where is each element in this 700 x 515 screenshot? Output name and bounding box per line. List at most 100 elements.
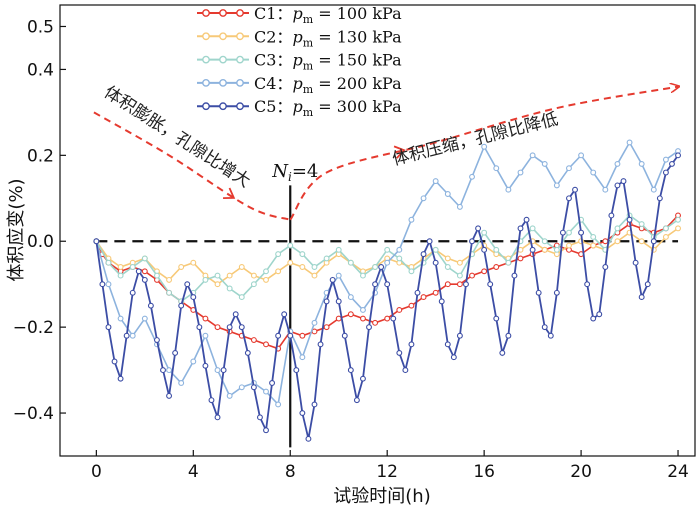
legend-marker [219,32,227,41]
y-axis-title: 体积应变(%) [6,178,27,281]
data-point [444,191,451,197]
data-point [360,272,366,279]
y-tick-label: −0.4 [13,404,54,424]
data-point [541,246,548,253]
data-point [626,139,633,146]
legend-marker [219,55,227,64]
data-point [384,246,391,253]
data-point [147,302,154,309]
data-point [117,272,124,279]
data-point [335,246,342,253]
y-tick-label: −0.2 [13,318,54,338]
data-point [390,315,397,322]
data-point [541,160,548,167]
data-point [384,315,391,322]
data-point [99,281,106,288]
data-point [426,238,433,245]
data-point [414,289,421,296]
data-point [360,375,366,382]
compression-note: 体积压缩，孔隙比降低 [390,109,560,170]
data-point [250,281,257,288]
data-point [517,169,524,176]
y-tick-label: 0.0 [27,232,54,252]
data-point [153,337,160,343]
data-point [311,401,318,408]
legend-label: C1：pm = 100 kPa [254,4,402,26]
data-point [93,238,100,245]
data-point [250,384,257,391]
x-tick-label: 4 [188,462,199,482]
data-point [632,259,639,266]
data-point [590,233,597,240]
data-point [129,264,136,270]
data-point [578,229,585,236]
data-point [499,349,506,356]
data-point [196,324,203,331]
data-point [384,259,391,266]
data-point [117,375,124,382]
data-point [450,354,457,361]
data-point [553,246,560,253]
data-point [675,216,681,223]
data-point [578,152,585,159]
data-point [287,259,294,266]
data-point [141,255,148,262]
data-point [408,268,415,275]
data-point [275,332,282,339]
data-point [644,281,651,288]
data-point [129,332,136,339]
y-tick-label: 0.5 [27,17,54,37]
legend-marker [202,9,210,17]
data-point [469,272,475,279]
legend-item: C3：pm = 150 kPa [197,51,402,73]
data-point [244,349,251,356]
data-point [566,165,572,172]
data-point [675,225,681,232]
data-point [275,401,282,408]
legend-marker [236,102,244,111]
data-point [456,281,463,288]
data-point [481,246,488,253]
legend-item: C4：pm = 200 kPa [197,74,402,96]
series-c5 [93,152,681,442]
data-point [511,272,518,279]
data-point [220,367,227,374]
data-point [311,264,318,270]
data-point [323,324,330,331]
data-point [662,233,669,240]
data-point [214,272,221,279]
data-point [275,251,282,258]
data-point [141,268,148,275]
data-point [456,203,463,210]
series-c4 [93,139,681,408]
data-point [481,143,488,150]
data-point [190,294,197,301]
data-point [311,272,318,279]
data-point [141,315,148,322]
data-point [650,238,657,245]
data-point [444,264,451,270]
data-point [396,255,403,262]
data-point [293,367,300,374]
data-point [493,165,500,172]
legend-marker [236,55,244,64]
x-tick-label: 8 [285,462,296,482]
data-point [117,264,124,270]
data-point [238,264,245,270]
data-point [523,216,530,223]
y-tick-label: 0.2 [27,146,54,166]
data-point [608,212,615,219]
data-point [317,341,324,348]
data-point [347,294,354,301]
x-tick-label: 24 [667,462,689,482]
legend-label: C3：pm = 150 kPa [254,51,402,73]
data-point [432,289,439,296]
data-point [662,225,669,232]
data-point [620,178,627,185]
series-line [95,140,679,407]
legend-item: C2：pm = 130 kPa [197,27,402,49]
legend-label: C2：pm = 130 kPa [254,27,402,49]
data-point [305,435,312,442]
data-point [341,332,348,339]
series-c1 [93,212,681,352]
